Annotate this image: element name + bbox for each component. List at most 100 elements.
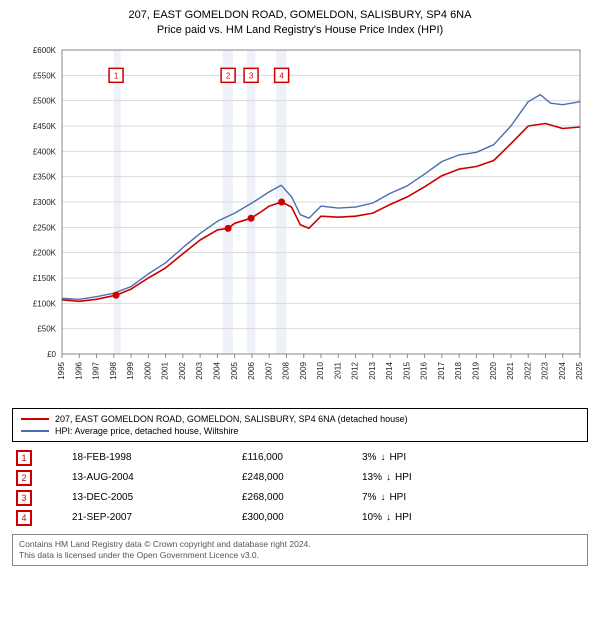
svg-text:2013: 2013: [368, 361, 377, 379]
diff-percent: 10%: [362, 512, 382, 523]
svg-text:1998: 1998: [109, 361, 118, 379]
table-row: 3 13-DEC-2005£268,0007% ↓ HPI: [12, 488, 588, 508]
arrow-down-icon: ↓: [386, 472, 391, 483]
svg-text:£50K: £50K: [37, 324, 56, 333]
title-line1: 207, EAST GOMELDON ROAD, GOMELDON, SALIS…: [12, 8, 588, 23]
diff-percent: 3%: [362, 452, 376, 463]
diff-label: HPI: [395, 472, 412, 483]
svg-text:2008: 2008: [282, 361, 291, 379]
svg-text:1995: 1995: [57, 361, 66, 379]
svg-text:2006: 2006: [247, 361, 256, 379]
svg-text:2001: 2001: [161, 361, 170, 379]
svg-text:2025: 2025: [575, 361, 584, 379]
footer: Contains HM Land Registry data © Crown c…: [12, 534, 588, 566]
diff-percent: 7%: [362, 492, 376, 503]
arrow-down-icon: ↓: [380, 492, 385, 503]
svg-text:2014: 2014: [385, 361, 394, 379]
svg-text:£600K: £600K: [33, 46, 57, 55]
svg-text:£300K: £300K: [33, 198, 57, 207]
legend: 207, EAST GOMELDON ROAD, GOMELDON, SALIS…: [12, 408, 588, 442]
chart-svg: £0 £50K £100K £150K £200K £250K £300K £350K £400…: [12, 42, 588, 402]
svg-text:2020: 2020: [489, 361, 498, 379]
diff-label: HPI: [389, 452, 406, 463]
svg-text:£400K: £400K: [33, 147, 57, 156]
diff-label: HPI: [389, 492, 406, 503]
arrow-down-icon: ↓: [380, 452, 385, 463]
svg-text:1: 1: [114, 71, 119, 80]
diff-percent: 13%: [362, 472, 382, 483]
svg-text:2023: 2023: [541, 361, 550, 379]
legend-swatch: [21, 430, 49, 432]
transaction-marker: 4: [16, 510, 32, 526]
transaction-marker: 2: [16, 470, 32, 486]
chart: £0 £50K £100K £150K £200K £250K £300K £350K £400…: [12, 42, 588, 402]
transaction-diff: 10% ↓ HPI: [362, 512, 492, 523]
svg-text:2005: 2005: [230, 361, 239, 379]
table-row: 2 13-AUG-2004£248,00013% ↓ HPI: [12, 468, 588, 488]
legend-item: 207, EAST GOMELDON ROAD, GOMELDON, SALIS…: [21, 413, 579, 425]
table-row: 1 18-FEB-1998£116,0003% ↓ HPI: [12, 448, 588, 468]
svg-text:2018: 2018: [454, 361, 463, 379]
transaction-marker-cell: 1: [12, 450, 72, 466]
svg-text:2012: 2012: [351, 361, 360, 379]
svg-text:1996: 1996: [74, 361, 83, 379]
transaction-date: 13-AUG-2004: [72, 472, 242, 483]
table-row: 4 21-SEP-2007£300,00010% ↓ HPI: [12, 508, 588, 528]
svg-text:2015: 2015: [402, 361, 411, 379]
transaction-date: 18-FEB-1998: [72, 452, 242, 463]
title-line2: Price paid vs. HM Land Registry's House …: [12, 23, 588, 38]
transactions-table: 1 18-FEB-1998£116,0003% ↓ HPI 2 13-AUG-2004£2…: [12, 448, 588, 528]
svg-text:2000: 2000: [143, 361, 152, 379]
svg-text:4: 4: [279, 71, 284, 80]
legend-label: 207, EAST GOMELDON ROAD, GOMELDON, SALIS…: [55, 414, 408, 424]
svg-text:1997: 1997: [92, 361, 101, 379]
legend-label: HPI: Average price, detached house, Wilt…: [55, 426, 238, 436]
transaction-price: £248,000: [242, 472, 362, 483]
svg-text:2007: 2007: [264, 361, 273, 379]
svg-text:2016: 2016: [420, 361, 429, 379]
svg-text:£500K: £500K: [33, 96, 57, 105]
transaction-marker: 3: [16, 490, 32, 506]
svg-text:2017: 2017: [437, 361, 446, 379]
svg-text:£200K: £200K: [33, 248, 57, 257]
transaction-diff: 3% ↓ HPI: [362, 452, 492, 463]
transaction-date: 21-SEP-2007: [72, 512, 242, 523]
svg-text:£350K: £350K: [33, 172, 57, 181]
svg-text:£550K: £550K: [33, 71, 57, 80]
arrow-down-icon: ↓: [386, 512, 391, 523]
transaction-marker-cell: 3: [12, 490, 72, 506]
svg-text:2011: 2011: [333, 361, 342, 379]
footer-line2: This data is licensed under the Open Gov…: [19, 550, 581, 561]
svg-text:2002: 2002: [178, 361, 187, 379]
svg-text:£100K: £100K: [33, 299, 57, 308]
transaction-price: £300,000: [242, 512, 362, 523]
svg-text:£0: £0: [47, 350, 56, 359]
diff-label: HPI: [395, 512, 412, 523]
transaction-price: £116,000: [242, 452, 362, 463]
transaction-marker-cell: 2: [12, 470, 72, 486]
chart-container: 207, EAST GOMELDON ROAD, GOMELDON, SALIS…: [0, 0, 600, 620]
transaction-marker-cell: 4: [12, 510, 72, 526]
footer-line1: Contains HM Land Registry data © Crown c…: [19, 539, 581, 550]
svg-text:2019: 2019: [472, 361, 481, 379]
svg-text:£150K: £150K: [33, 274, 57, 283]
transaction-date: 13-DEC-2005: [72, 492, 242, 503]
title-block: 207, EAST GOMELDON ROAD, GOMELDON, SALIS…: [12, 8, 588, 38]
svg-text:£450K: £450K: [33, 122, 57, 131]
svg-text:2004: 2004: [213, 361, 222, 379]
transaction-diff: 7% ↓ HPI: [362, 492, 492, 503]
transaction-price: £268,000: [242, 492, 362, 503]
svg-text:2: 2: [226, 71, 231, 80]
legend-item: HPI: Average price, detached house, Wilt…: [21, 425, 579, 437]
svg-text:2024: 2024: [558, 361, 567, 379]
svg-text:1999: 1999: [126, 361, 135, 379]
svg-text:2009: 2009: [299, 361, 308, 379]
legend-swatch: [21, 418, 49, 420]
svg-text:3: 3: [249, 71, 254, 80]
transaction-marker: 1: [16, 450, 32, 466]
transaction-diff: 13% ↓ HPI: [362, 472, 492, 483]
svg-text:2010: 2010: [316, 361, 325, 379]
svg-text:£250K: £250K: [33, 223, 57, 232]
svg-text:2021: 2021: [506, 361, 515, 379]
svg-text:2003: 2003: [195, 361, 204, 379]
